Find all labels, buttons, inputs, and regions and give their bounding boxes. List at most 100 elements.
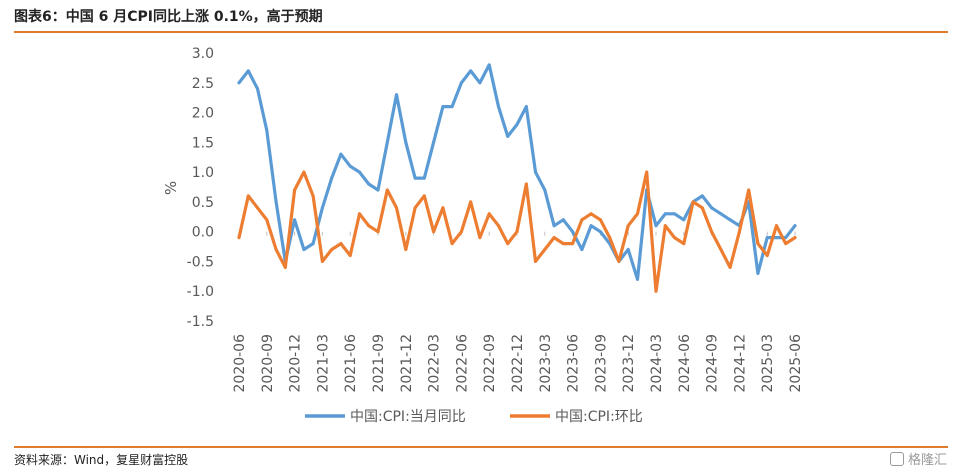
- data-point: [534, 170, 537, 174]
- data-point: [710, 230, 714, 234]
- data-point: [589, 224, 593, 228]
- data-point: [673, 212, 676, 216]
- x-tick-label: 2022-12: [510, 334, 526, 393]
- x-axis: 2020-06 2020-09 2020-12 2021-03 2021-06 2021-…: [232, 231, 804, 393]
- data-point: [747, 188, 751, 192]
- x-tick-label: 2021-03: [315, 334, 331, 393]
- x-tick-label: 2022-06: [454, 334, 470, 393]
- data-point: [432, 140, 436, 144]
- data-point: [293, 218, 297, 222]
- data-point: [441, 105, 445, 109]
- data-point: [265, 128, 269, 132]
- data-point: [450, 105, 454, 109]
- data-point: [719, 212, 723, 216]
- data-point: [246, 194, 250, 198]
- data-point: [302, 170, 306, 174]
- data-point: [598, 218, 602, 222]
- data-point: [543, 188, 547, 192]
- data-point: [358, 170, 361, 174]
- x-tick-label: 2020-06: [232, 334, 248, 393]
- series-line-cpi-yoy: [237, 63, 797, 281]
- data-point: [376, 188, 380, 192]
- data-point: [256, 206, 259, 210]
- data-point: [793, 236, 797, 240]
- data-point: [283, 265, 287, 269]
- data-point: [515, 230, 519, 234]
- data-point: [737, 230, 741, 234]
- data-point: [524, 105, 528, 109]
- data-point: [358, 212, 361, 216]
- data-point: [608, 236, 612, 240]
- watermark-logo-icon: [889, 451, 904, 466]
- legend-label: 中国:CPI:环比: [555, 409, 643, 425]
- data-point: [719, 248, 723, 251]
- data-point: [311, 194, 315, 198]
- data-point: [432, 230, 436, 234]
- data-point: [552, 224, 556, 228]
- x-tick-label: 2023-03: [538, 334, 554, 393]
- x-tick-label: 2024-09: [705, 334, 721, 393]
- data-point: [775, 224, 778, 228]
- data-point: [784, 242, 788, 246]
- x-tick-label: 2024-06: [677, 334, 693, 393]
- data-point: [756, 242, 760, 246]
- y-tick-label: 3.0: [192, 46, 214, 62]
- watermark-text: 格隆汇: [907, 453, 947, 468]
- data-point: [413, 176, 417, 180]
- data-point: [497, 105, 500, 109]
- data-point: [626, 224, 630, 228]
- x-tick-label: 2021-12: [399, 334, 415, 393]
- data-point: [320, 259, 324, 263]
- x-tick-label: 2025-03: [760, 334, 776, 393]
- data-point: [265, 218, 269, 222]
- data-point: [469, 200, 473, 204]
- y-tick-label: 2.5: [192, 76, 214, 92]
- data-point: [580, 248, 584, 251]
- data-point: [385, 188, 389, 192]
- data-point: [654, 289, 658, 293]
- data-point: [598, 230, 602, 234]
- data-point: [497, 224, 500, 228]
- data-point: [663, 212, 667, 216]
- data-point: [617, 259, 621, 263]
- data-point: [293, 188, 297, 192]
- data-point: [682, 242, 686, 246]
- data-point: [478, 81, 482, 85]
- data-point: [710, 206, 714, 210]
- data-point: [339, 152, 343, 156]
- data-point: [700, 206, 704, 210]
- x-tick-label: 2023-06: [566, 334, 582, 393]
- chart-title: 图表6：中国 6 月CPI同比上涨 0.1%，高于预期: [14, 9, 323, 25]
- data-point: [487, 212, 491, 216]
- data-point: [524, 182, 528, 186]
- data-point: [395, 93, 398, 97]
- data-point: [534, 259, 537, 263]
- x-tick-label: 2020-09: [260, 334, 276, 393]
- y-axis-label: %: [162, 181, 180, 195]
- data-point: [459, 81, 463, 85]
- data-point: [330, 176, 334, 180]
- data-point: [571, 230, 575, 234]
- source-note: 资料来源：Wind，复星财富控股: [14, 453, 189, 467]
- y-axis: 3.0 2.5 2.0 1.5 1.0 0.5 0.0 -0.5 -1.0 -1.5: [187, 46, 214, 330]
- data-point: [506, 134, 510, 138]
- data-point: [571, 242, 575, 246]
- data-point: [404, 140, 408, 144]
- data-point: [793, 224, 797, 228]
- data-point: [330, 248, 334, 251]
- data-point: [274, 248, 278, 251]
- data-point: [367, 182, 371, 186]
- y-tick-label: 1.5: [192, 135, 214, 151]
- x-tick-label: 2021-09: [371, 334, 387, 393]
- data-point: [478, 236, 482, 240]
- data-point: [765, 254, 769, 257]
- data-point: [645, 170, 649, 174]
- series-lines: [237, 63, 797, 293]
- data-point: [682, 218, 686, 222]
- data-point: [784, 236, 788, 240]
- data-point: [348, 164, 352, 168]
- x-tick-label: 2024-12: [732, 334, 748, 393]
- data-point: [636, 212, 639, 216]
- data-point: [775, 236, 778, 240]
